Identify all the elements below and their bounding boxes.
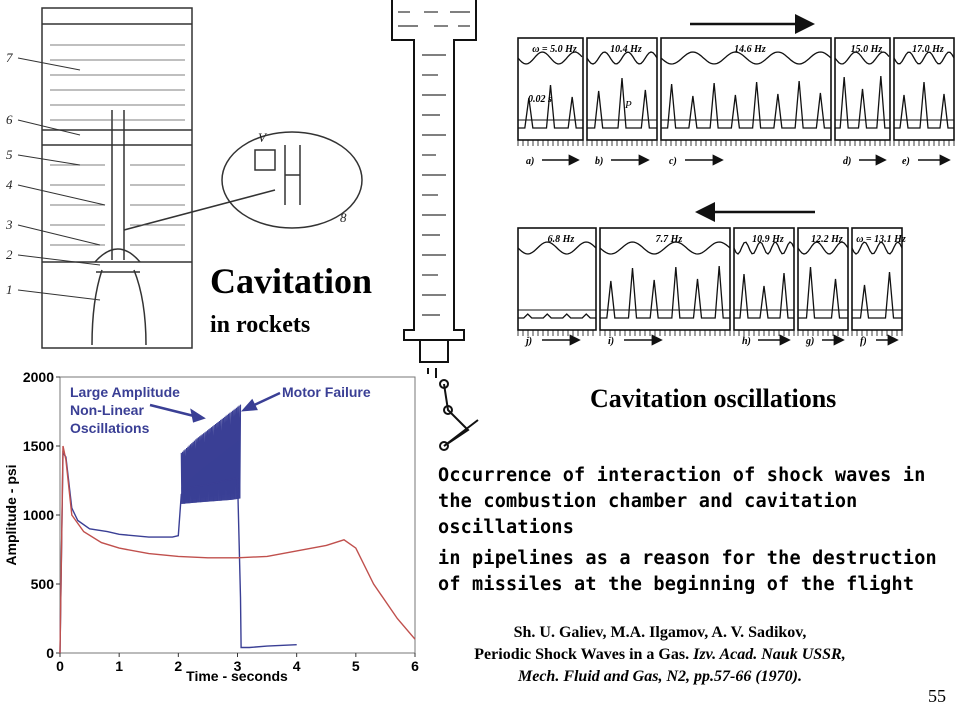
series-line-blue <box>59 450 297 654</box>
panel-letter-label: d) <box>843 156 851 167</box>
panel-letter-label: j) <box>524 336 532 347</box>
oscillation-panel: ω = 5.0 Hz a) <box>517 37 584 167</box>
oscillation-panel: 10.9 Hz h) <box>733 227 795 347</box>
y-tick-label: 0 <box>46 645 54 661</box>
y-axis-label: Amplitude - psi <box>3 464 19 565</box>
reference-journal: Izv. Acad. Nauk USSR, <box>693 646 846 663</box>
panel-frequency-label: ω = 13.1 Hz <box>856 234 906 245</box>
page-number: 55 <box>928 686 946 706</box>
x-tick-label: 0 <box>56 658 64 674</box>
chart-series <box>59 404 416 654</box>
oscillation-panel: 7.7 Hz i) <box>599 227 731 347</box>
panel-letter-label: g) <box>805 336 814 347</box>
panel-frequency-label: 10.4 Hz <box>610 44 642 55</box>
annotation-non-linear: Non-Linear <box>70 402 144 418</box>
panel-frequency-label: 6.8 Hz <box>548 234 575 245</box>
oscillation-panel: 17.0 Hz e) <box>893 37 955 167</box>
oscillation-panel: 10.4 Hz b) <box>586 37 658 167</box>
part-number-4: 4 <box>6 177 13 192</box>
panel-frequency-label: 14.6 Hz <box>734 44 766 55</box>
occurrence-text-line: in pipelines as a reason for the destruc… <box>438 548 937 569</box>
panel-letter-label: b) <box>595 156 603 167</box>
pressure-label: P <box>624 99 632 111</box>
panel-frequency-label: ω = 5.0 Hz <box>532 44 577 55</box>
time-scale-label: 0.02 s <box>528 94 552 105</box>
panel-letter-label: c) <box>669 156 677 167</box>
panel-frequency-label: 10.9 Hz <box>752 234 784 245</box>
part-number-7: 7 <box>6 50 13 65</box>
panel-frequency-label: 12.2 Hz <box>811 234 843 245</box>
y-tick-label: 1500 <box>23 438 54 454</box>
x-tick-label: 1 <box>115 658 123 674</box>
x-axis-label: Time - seconds <box>186 668 288 684</box>
oscillation-panel: 12.2 Hz g) <box>797 227 849 347</box>
occurrence-text-line: of missiles at the beginning of the flig… <box>438 574 915 595</box>
slide-title: Cavitation <box>210 261 372 301</box>
pipeline-diagram <box>391 0 479 451</box>
bottom-panel-row: 6.8 Hz j) 7.7 Hz i) 10.9 Hz h) 12.2 Hz g) ω = 13… <box>517 227 906 347</box>
rocket-cross-section-diagram: 7 6 5 4 3 2 1 V 8 <box>5 7 363 349</box>
oscillation-panel: ω = 13.1 Hz f) <box>851 227 906 347</box>
x-tick-label: 4 <box>293 658 301 674</box>
reference-title-text: Periodic Shock Waves in a Gas. <box>474 646 694 663</box>
oscillation-band-fill <box>181 439 241 504</box>
y-tick-label: 500 <box>31 576 55 592</box>
oscillation-panel: 6.8 Hz j) <box>517 227 597 347</box>
reference-title: Periodic Shock Waves in a Gas. Izv. Acad… <box>400 646 920 664</box>
x-tick-label: 2 <box>174 658 182 674</box>
reference-journal-section: Mech. Fluid and Gas <box>517 668 659 685</box>
panel-frequency-label: 15.0 Hz <box>851 44 883 55</box>
oscillation-panels: ω = 5.0 Hza)10.4 Hzb)14.6 Hzc)15.0 Hzd)1… <box>517 14 955 347</box>
chart-axes: 0 1 2 3 4 5 6 0 500 1000 1500 2000 <box>23 369 419 674</box>
part-number-1: 1 <box>6 282 13 297</box>
inset-label-8: 8 <box>340 210 347 225</box>
annotation-motor-failure: Motor Failure <box>282 384 371 400</box>
occurrence-text-line: the combustion chamber and cavitation <box>438 491 858 512</box>
part-number-5: 5 <box>6 147 13 162</box>
reference-issue: , N2, pp.57-66 (1970). <box>658 668 802 685</box>
reference-details: Mech. Fluid and Gas, N2, pp.57-66 (1970)… <box>400 668 920 686</box>
panel-letter-label: h) <box>742 336 751 347</box>
panel-letter-label: e) <box>902 156 910 167</box>
series-line-red <box>59 445 416 654</box>
occurrence-text-line: Occurrence of interaction of shock waves… <box>438 465 926 486</box>
annotation-oscillations: Oscillations <box>70 420 150 436</box>
oscillations-caption: Cavitation oscillations <box>590 384 837 413</box>
oscillation-panel: 14.6 Hz c) <box>660 37 832 167</box>
reference-authors: Sh. U. Galiev, M.A. Ilgamov, A. V. Sadik… <box>513 624 807 641</box>
occurrence-text-line: oscillations <box>438 517 575 538</box>
panel-frequency-label: 7.7 Hz <box>656 234 683 245</box>
x-tick-label: 6 <box>411 658 419 674</box>
x-tick-label: 5 <box>352 658 360 674</box>
panel-letter-label: a) <box>526 156 534 167</box>
panel-letter-label: f) <box>860 336 867 347</box>
slide-subtitle: in rockets <box>210 312 311 338</box>
x-tick-label: 3 <box>234 658 242 674</box>
panel-frequency-label: 17.0 Hz <box>912 44 944 55</box>
top-panel-row: ω = 5.0 Hza)10.4 Hzb)14.6 Hzc)15.0 Hzd)1… <box>517 37 955 167</box>
part-number-6: 6 <box>6 112 13 127</box>
annotation-large-amplitude: Large Amplitude <box>70 384 180 400</box>
panel-letter-label: i) <box>608 336 614 347</box>
inset-label-v: V <box>258 130 268 145</box>
y-tick-label: 1000 <box>23 507 54 523</box>
oscillation-panel: 15.0 Hz d) <box>834 37 891 167</box>
part-number-3: 3 <box>5 217 13 232</box>
part-number-2: 2 <box>6 247 13 262</box>
y-tick-label: 2000 <box>23 369 54 385</box>
